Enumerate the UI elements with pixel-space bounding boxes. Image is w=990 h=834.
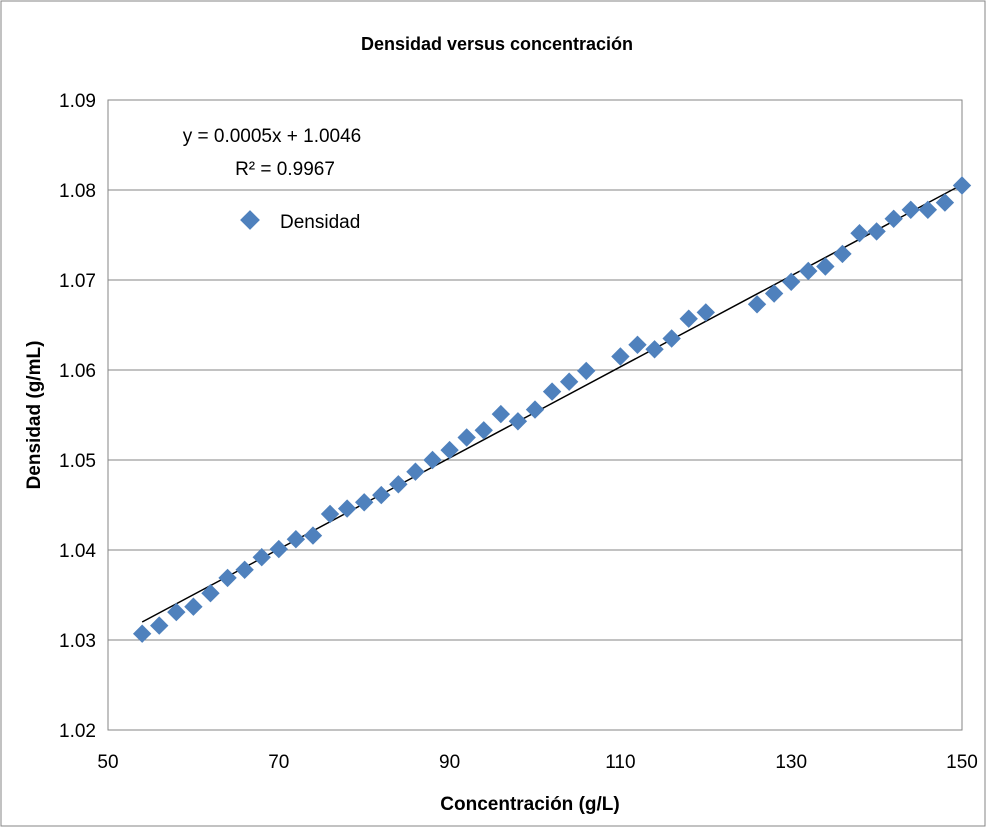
legend: Densidad <box>240 210 360 233</box>
data-point-diamond <box>303 526 323 545</box>
data-point-diamond <box>184 597 203 616</box>
data-point-diamond <box>764 284 784 303</box>
legend-label: Densidad <box>280 212 360 233</box>
data-point-diamond <box>542 382 562 401</box>
x-tick-label: 110 <box>605 752 635 773</box>
data-point-diamond <box>269 539 288 559</box>
y-axis-label: Densidad (g/mL) <box>24 341 45 490</box>
data-point-diamond <box>850 224 869 243</box>
data-point-diamond <box>201 584 220 603</box>
y-tick-label: 1.07 <box>59 271 96 292</box>
data-point-diamond <box>952 176 972 195</box>
data-point-diamond <box>355 493 374 512</box>
data-point-diamond <box>406 462 425 481</box>
data-point-diamond <box>218 568 237 588</box>
data-point-diamond <box>235 560 254 579</box>
data-point-diamond <box>747 295 767 314</box>
data-point-diamond <box>662 329 681 348</box>
y-tick-label: 1.03 <box>59 631 96 652</box>
y-tick-label: 1.04 <box>59 541 96 562</box>
data-point-diamond <box>816 257 835 276</box>
data-point-diamond <box>867 222 886 241</box>
data-point-diamond <box>389 475 408 494</box>
data-point-diamond <box>645 340 664 359</box>
data-point-diamond <box>132 624 152 643</box>
data-point-diamond <box>611 347 630 366</box>
data-point-diamond <box>474 421 493 440</box>
y-tick-label: 1.02 <box>59 721 96 742</box>
x-tick-label: 90 <box>439 752 460 773</box>
data-point-diamond <box>372 485 391 505</box>
data-point-diamond <box>423 450 442 470</box>
y-axis-tick-labels: 1.02 1.03 1.04 1.05 1.06 1.07 1.08 1.09 <box>59 91 96 742</box>
plot-area <box>107 99 963 731</box>
data-point-diamond <box>252 548 271 567</box>
y-tick-label: 1.05 <box>59 451 96 472</box>
x-tick-label: 150 <box>946 752 978 773</box>
data-point-diamond <box>559 372 579 391</box>
data-point-diamond <box>935 193 955 212</box>
x-axis-label: Concentración (g/L) <box>440 794 619 815</box>
data-point-diamond <box>918 200 938 219</box>
y-tick-label: 1.08 <box>59 181 96 202</box>
data-point-diamond <box>150 616 169 635</box>
data-point-diamond <box>628 335 647 354</box>
data-point-diamond <box>901 200 920 219</box>
data-point-diamond <box>440 440 459 460</box>
x-tick-label: 50 <box>97 752 118 773</box>
data-point-diamond <box>286 530 306 549</box>
data-point-diamond <box>491 404 511 424</box>
x-tick-label: 130 <box>775 752 807 773</box>
legend-marker-diamond <box>240 210 260 230</box>
data-point-diamond <box>525 400 545 419</box>
data-point-diamond <box>884 209 903 228</box>
y-tick-label: 1.06 <box>59 361 96 382</box>
data-point-diamond <box>679 309 698 328</box>
data-point-diamond <box>577 361 596 381</box>
x-axis-tick-labels: 50 70 90 110 130 150 <box>97 752 977 773</box>
data-point-diamond <box>833 244 852 264</box>
data-point-diamond <box>457 428 476 447</box>
chart-title: Densidad versus concentración <box>361 34 633 54</box>
y-tick-label: 1.09 <box>59 91 96 112</box>
trendline-r-squared: R² = 0.9967 <box>235 159 335 180</box>
x-tick-label: 70 <box>268 752 289 773</box>
data-point-diamond <box>782 272 801 291</box>
data-points <box>132 176 972 643</box>
data-point-diamond <box>799 261 818 281</box>
trendline-equation: y = 0.0005x + 1.0046 <box>183 126 362 147</box>
data-point-diamond <box>696 303 715 322</box>
data-point-diamond <box>320 504 340 524</box>
data-point-diamond <box>167 602 186 622</box>
